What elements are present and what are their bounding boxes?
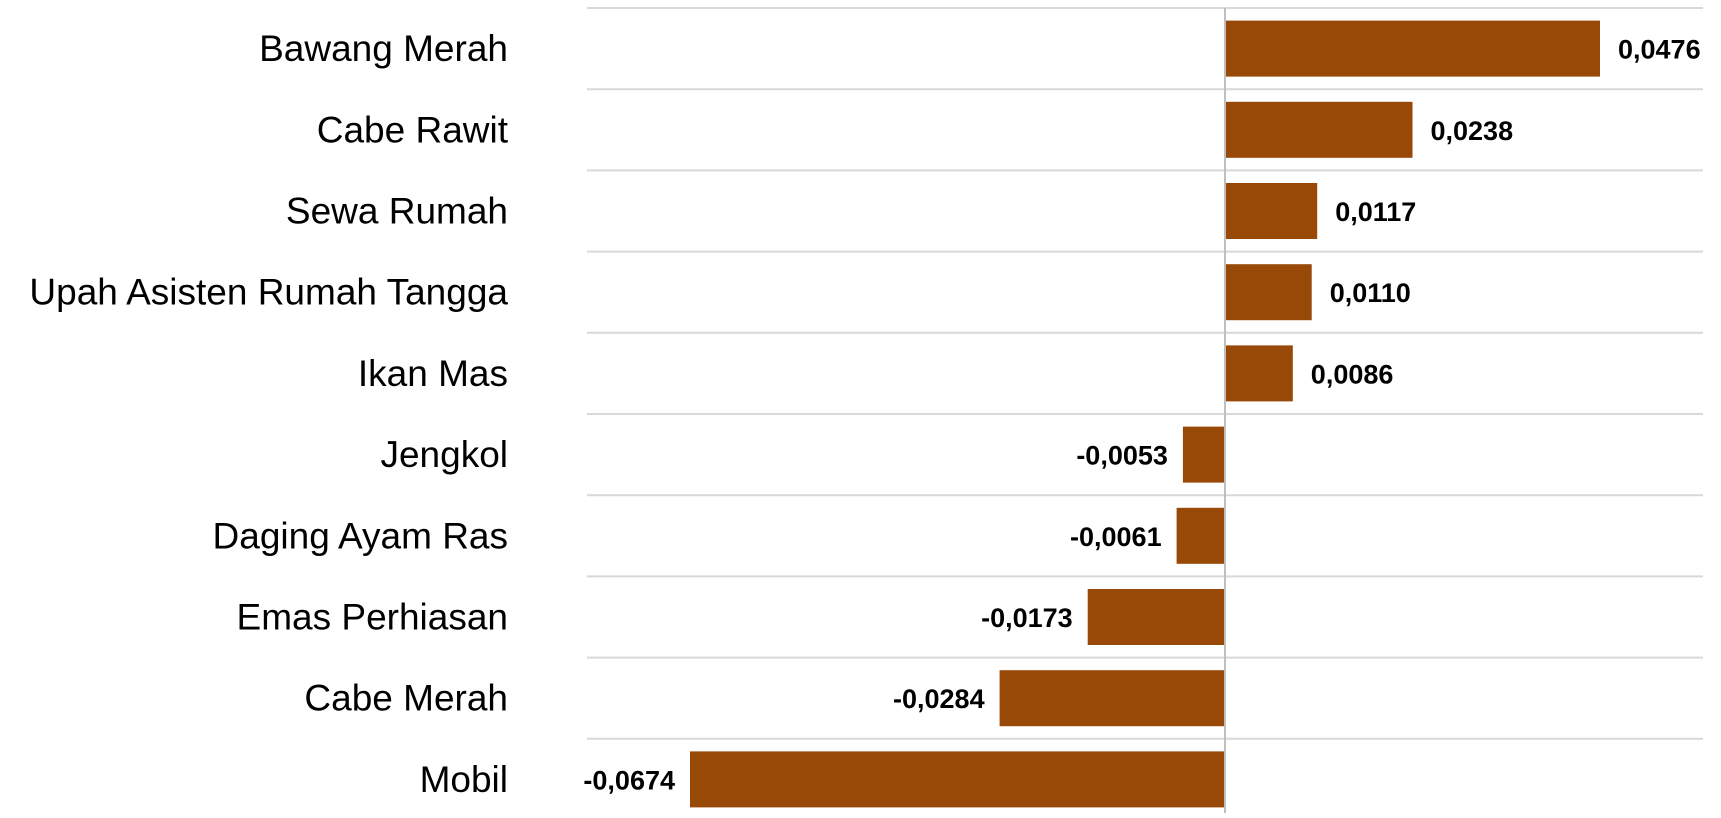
bar — [1182, 426, 1225, 483]
category-labels: Bawang Merah Cabe Rawit Sewa Rumah Upah Asi… — [29, 28, 508, 800]
bar — [1225, 183, 1318, 239]
bar — [999, 670, 1225, 727]
data-label: -0,0061 — [1070, 522, 1162, 552]
data-label: -0,0053 — [1076, 441, 1168, 471]
category-label: Cabe Merah — [304, 678, 508, 719]
category-label: Daging Ayam Ras — [213, 515, 508, 556]
data-label: -0,0173 — [981, 603, 1073, 633]
data-label: 0,0238 — [1431, 116, 1514, 146]
category-label: Bawang Merah — [259, 28, 508, 69]
data-label: 0,0476 — [1618, 35, 1701, 65]
category-label: Mobil — [420, 759, 508, 800]
bar — [690, 751, 1225, 808]
category-label: Jengkol — [380, 434, 508, 475]
data-label: 0,0086 — [1311, 359, 1394, 389]
category-label: Ikan Mas — [358, 353, 508, 394]
data-label: 0,0117 — [1335, 197, 1416, 227]
bar — [1087, 589, 1225, 645]
bar — [1225, 264, 1312, 321]
data-label: -0,0674 — [583, 765, 675, 795]
category-label: Emas Perhiasan — [237, 597, 508, 638]
gridlines — [587, 7, 1703, 740]
bar — [1225, 345, 1293, 402]
data-label: -0,0284 — [893, 684, 985, 714]
bar — [1225, 101, 1413, 158]
value-labels: 0,0476 0,0238 0,0117 0,0110 0,0086 -0,0053 -0,… — [583, 35, 1700, 796]
bars — [690, 20, 1600, 808]
category-label: Sewa Rumah — [286, 191, 508, 232]
data-label: 0,0110 — [1330, 278, 1411, 308]
category-label: Cabe Rawit — [317, 109, 509, 150]
category-label: Upah Asisten Rumah Tangga — [29, 272, 508, 313]
bar — [1176, 507, 1225, 564]
bar — [1225, 20, 1600, 77]
